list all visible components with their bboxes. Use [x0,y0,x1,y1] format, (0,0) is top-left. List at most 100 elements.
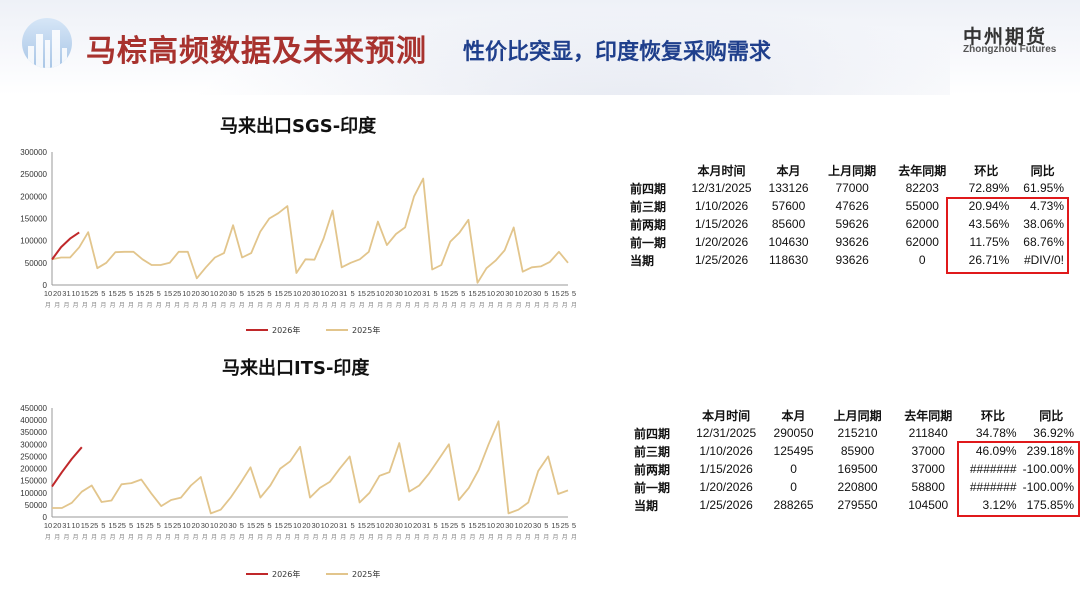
y-tick-label: 100000 [20,237,47,246]
table-header-cell: 环比 [981,408,1006,423]
x-tick-sublabel: 月 [257,302,263,309]
table-cell: 12/31/2025 [691,181,752,195]
y-tick-label: 350000 [20,428,47,437]
x-tick-label: 25 [284,521,292,530]
table-cell: 12/31/2025 [696,426,757,440]
x-tick-sublabel: 月 [460,534,466,541]
table-cell: 104500 [908,498,949,512]
x-tick-label: 25 [367,521,375,530]
x-tick-label: 25 [561,289,569,298]
x-tick-label: 5 [461,289,465,298]
x-tick-sublabel: 月 [479,302,485,309]
table-cell: 1/20/2026 [694,235,749,249]
y-tick-label: 150000 [20,477,47,486]
y-tick-label: 400000 [20,416,47,425]
x-tick-sublabel: 月 [276,534,282,541]
table-cell: 82203 [905,181,939,195]
table-cell: -100.00% [1022,480,1074,494]
x-tick-sublabel: 月 [442,534,448,541]
row-label: 前三期 [630,199,667,214]
table-cell: 1/25/2026 [694,253,749,267]
x-tick-label: 30 [505,289,513,298]
x-tick-label: 25 [450,289,458,298]
x-tick-sublabel: 月 [313,302,319,309]
x-tick-label: 15 [247,289,255,298]
x-tick-sublabel: 月 [156,302,162,309]
x-tick-label: 25 [145,289,153,298]
table-cell: 93626 [835,253,869,267]
x-tick-label: 10 [293,521,301,530]
x-tick-label: 15 [551,521,559,530]
x-tick-label: 5 [572,289,576,298]
row-label: 当期 [630,253,655,268]
x-tick-sublabel: 月 [100,302,106,309]
table-header-cell: 本月时间 [702,408,751,423]
x-tick-sublabel: 月 [497,302,503,309]
x-tick-label: 10 [514,521,522,530]
x-tick-label: 20 [524,521,532,530]
x-tick-sublabel: 月 [73,534,79,541]
x-tick-label: 5 [101,521,105,530]
table-cell: 72.89% [968,181,1010,195]
x-tick-sublabel: 月 [442,302,448,309]
table-header-cell: 本月 [781,408,806,423]
x-tick-label: 30 [533,521,541,530]
x-tick-label: 31 [422,521,430,530]
x-tick-label: 10 [487,289,495,298]
table-cell: 118630 [768,253,809,267]
x-tick-label: 20 [524,289,532,298]
x-tick-label: 20 [191,289,199,298]
table-cell: 0 [918,253,926,267]
x-tick-sublabel: 月 [405,302,411,309]
x-tick-label: 20 [302,521,310,530]
x-tick-sublabel: 月 [248,534,254,541]
table-cell: 288265 [773,498,814,512]
x-tick-label: 10 [293,289,301,298]
x-tick-sublabel: 月 [230,534,236,541]
x-tick-label: 5 [157,289,161,298]
x-tick-label: 20 [302,289,310,298]
x-tick-label: 15 [441,521,449,530]
x-tick-sublabel: 月 [396,534,402,541]
x-tick-label: 15 [358,289,366,298]
x-tick-label: 15 [164,289,172,298]
x-tick-sublabel: 月 [202,534,208,541]
x-tick-sublabel: 月 [479,534,485,541]
table-row: 前三期 1/10/2026 57600 47626 55000 20.94% 4.73% [630,197,1070,215]
x-tick-sublabel: 月 [359,302,365,309]
x-tick-label: 15 [136,289,144,298]
table-cell: 37000 [911,444,945,458]
x-tick-label: 10 [182,521,190,530]
table-cell: ####### [969,462,1017,476]
stats-table-its: 本月时间 本月 上月同期 去年同期 环比 同比 前四期 12/31/2025 290050 215… [634,406,1080,514]
x-tick-label: 25 [173,289,181,298]
x-tick-label: 25 [90,521,98,530]
table-header-cell: 本月 [776,163,801,178]
table-header-cell: 同比 [1039,408,1064,423]
chart-its-india: 0 50000 100000 150000 200000 250000 300000 3500… [20,404,577,579]
y-tick-label: 250000 [20,452,47,461]
x-tick-label: 15 [247,521,255,530]
x-tick-label: 10 [514,289,522,298]
table-cell: 62000 [905,217,939,231]
x-tick-sublabel: 月 [220,534,226,541]
x-tick-label: 25 [145,521,153,530]
x-tick-label: 25 [173,521,181,530]
table-header-cell [630,161,683,179]
table-cell: 0 [790,480,797,494]
x-tick-sublabel: 月 [377,534,383,541]
table-cell: 77000 [835,181,869,195]
table-cell: 59626 [835,217,869,231]
x-tick-label: 25 [90,289,98,298]
x-tick-sublabel: 月 [543,534,549,541]
x-tick-sublabel: 月 [193,534,199,541]
x-tick-label: 25 [256,289,264,298]
x-tick-label: 10 [44,521,52,530]
x-tick-sublabel: 月 [516,302,522,309]
x-tick-label: 10 [72,289,80,298]
x-tick-sublabel: 月 [460,302,466,309]
y-tick-label: 200000 [20,465,47,474]
x-tick-sublabel: 月 [183,534,189,541]
x-tick-label: 20 [496,289,504,298]
x-tick-label: 30 [505,521,513,530]
